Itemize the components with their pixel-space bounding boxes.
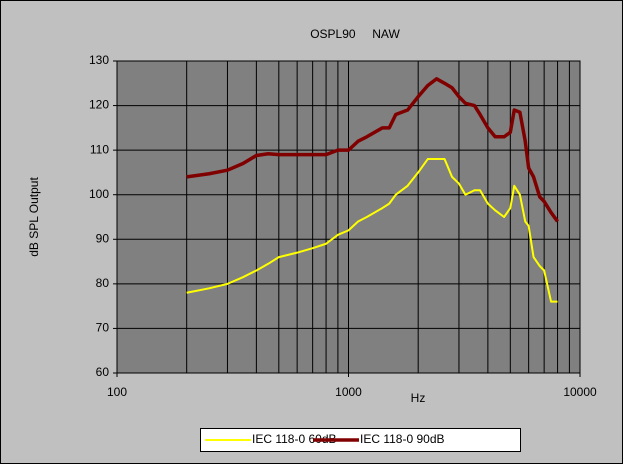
x-axis-label: Hz xyxy=(411,391,426,405)
y-tick-label: 120 xyxy=(89,98,109,112)
legend-label: IEC 118-0 60dB xyxy=(252,432,337,446)
legend xyxy=(200,428,521,452)
y-tick-label: 80 xyxy=(96,276,110,290)
y-tick-label: 110 xyxy=(90,142,109,156)
plot-border xyxy=(116,60,581,374)
y-tick-label: 70 xyxy=(96,321,110,335)
x-tick-label: 1000 xyxy=(335,385,362,399)
x-tick-label: 10000 xyxy=(563,385,597,399)
chart-title: OSPL90 NAW xyxy=(310,27,400,41)
x-tick-label: 100 xyxy=(107,385,127,399)
legend-label: IEC 118-0 90dB xyxy=(360,432,445,446)
series-line xyxy=(186,158,558,303)
y-tick-label: 130 xyxy=(89,53,109,67)
y-axis-label: dB SPL Output xyxy=(27,177,41,257)
y-tick-label: 100 xyxy=(89,187,109,201)
y-tick-label: 60 xyxy=(96,365,110,379)
y-tick-label: 90 xyxy=(96,231,110,245)
series-line xyxy=(186,77,559,223)
